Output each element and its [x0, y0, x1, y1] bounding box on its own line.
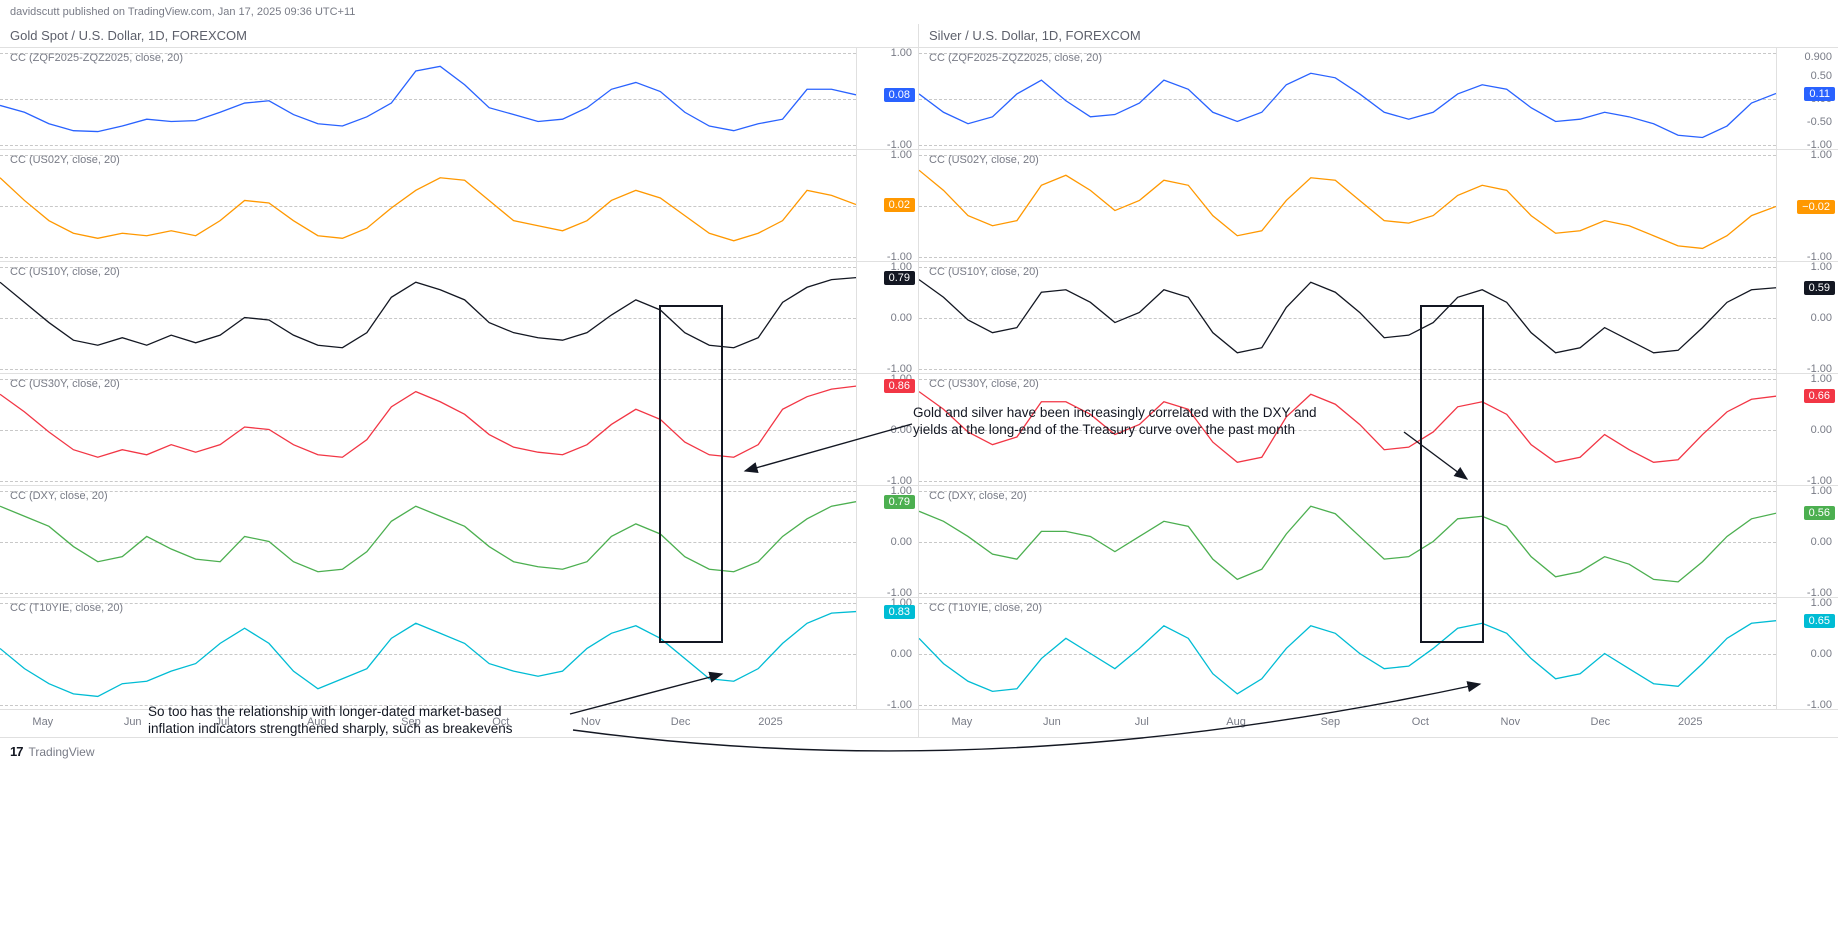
- last-value-badge: 0.02: [884, 198, 915, 212]
- series-label: CC (US02Y, close, 20): [929, 154, 1039, 166]
- y-axis: 1.000.00-1.000.79: [856, 486, 918, 597]
- silver-column: Silver / U.S. Dollar, 1D, FOREXCOMCC (ZQ…: [919, 24, 1838, 737]
- last-value-badge: 0.66: [1804, 389, 1835, 403]
- last-value-badge: 0.11: [1804, 87, 1835, 101]
- series-label: CC (ZQF2025-ZQZ2025, close, 20): [10, 52, 183, 64]
- correlation-panel[interactable]: CC (DXY, close, 20) 1.000.00-1.000.56: [919, 485, 1838, 597]
- correlation-panel[interactable]: CC (DXY, close, 20) 1.000.00-1.000.79: [0, 485, 918, 597]
- instrument-title: Gold Spot / U.S. Dollar, 1D, FOREXCOM: [0, 24, 918, 47]
- series-label: CC (ZQF2025-ZQZ2025, close, 20): [929, 52, 1102, 64]
- last-value-badge: 0.83: [884, 605, 915, 619]
- y-axis: 0.9000.500.00-0.50-1.000.11: [1776, 48, 1838, 149]
- last-value-badge: 0.59: [1804, 281, 1835, 295]
- series-label: CC (US30Y, close, 20): [929, 378, 1039, 390]
- instrument-title: Silver / U.S. Dollar, 1D, FOREXCOM: [919, 24, 1838, 47]
- footer-branding: 17 TradingView: [0, 737, 1838, 765]
- y-axis: 1.000.00-1.000.56: [1776, 486, 1838, 597]
- last-value-badge: 0.86: [884, 379, 915, 393]
- correlation-panel[interactable]: CC (US30Y, close, 20) 1.000.00-1.000.66: [919, 373, 1838, 485]
- correlation-panel[interactable]: CC (US02Y, close, 20) 1.000.00-1.00−0.02: [919, 149, 1838, 261]
- chart-columns: Gold Spot / U.S. Dollar, 1D, FOREXCOMCC …: [0, 24, 1838, 737]
- correlation-panel[interactable]: CC (US10Y, close, 20) 1.000.00-1.000.79: [0, 261, 918, 373]
- last-value-badge: 0.08: [884, 88, 915, 102]
- series-label: CC (DXY, close, 20): [10, 490, 108, 502]
- series-label: CC (US10Y, close, 20): [10, 266, 120, 278]
- last-value-badge: 0.56: [1804, 506, 1835, 520]
- last-value-badge: 0.79: [884, 271, 915, 285]
- correlation-panel[interactable]: CC (US30Y, close, 20) 1.000.00-1.000.86: [0, 373, 918, 485]
- y-axis: 1.000.00-1.000.83: [856, 598, 918, 709]
- publish-header: davidscutt published on TradingView.com,…: [0, 4, 1838, 24]
- series-label: CC (US10Y, close, 20): [929, 266, 1039, 278]
- series-label: CC (T10YIE, close, 20): [10, 602, 123, 614]
- y-axis: 1.000.00-1.000.08: [856, 48, 918, 149]
- correlation-panel[interactable]: CC (ZQF2025-ZQZ2025, close, 20) 0.9000.50…: [919, 47, 1838, 149]
- correlation-panel[interactable]: CC (US02Y, close, 20) 1.000.00-1.000.02: [0, 149, 918, 261]
- correlation-panel[interactable]: CC (ZQF2025-ZQZ2025, close, 20) 1.000.00-…: [0, 47, 918, 149]
- series-label: CC (T10YIE, close, 20): [929, 602, 1042, 614]
- tradingview-logo-icon: 17: [10, 744, 22, 759]
- series-label: CC (US02Y, close, 20): [10, 154, 120, 166]
- y-axis: 1.000.00-1.000.86: [856, 374, 918, 485]
- series-label: CC (US30Y, close, 20): [10, 378, 120, 390]
- last-value-badge: −0.02: [1797, 200, 1835, 214]
- tradingview-text: TradingView: [28, 745, 94, 759]
- last-value-badge: 0.65: [1804, 614, 1835, 628]
- series-label: CC (DXY, close, 20): [929, 490, 1027, 502]
- y-axis: 1.000.00-1.000.66: [1776, 374, 1838, 485]
- y-axis: 1.000.00-1.000.79: [856, 262, 918, 373]
- gold-column: Gold Spot / U.S. Dollar, 1D, FOREXCOMCC …: [0, 24, 919, 737]
- y-axis: 1.000.00-1.000.02: [856, 150, 918, 261]
- correlation-panel[interactable]: CC (US10Y, close, 20) 1.000.00-1.000.59: [919, 261, 1838, 373]
- y-axis: 1.000.00-1.000.59: [1776, 262, 1838, 373]
- y-axis: 1.000.00-1.00−0.02: [1776, 150, 1838, 261]
- x-axis: MayJunJulAugSepOctNovDec2025: [0, 709, 918, 737]
- last-value-badge: 0.79: [884, 495, 915, 509]
- correlation-panel[interactable]: CC (T10YIE, close, 20) 1.000.00-1.000.65: [919, 597, 1838, 709]
- y-axis: 1.000.00-1.000.65: [1776, 598, 1838, 709]
- x-axis: MayJunJulAugSepOctNovDec2025: [919, 709, 1838, 737]
- correlation-panel[interactable]: CC (T10YIE, close, 20) 1.000.00-1.000.83: [0, 597, 918, 709]
